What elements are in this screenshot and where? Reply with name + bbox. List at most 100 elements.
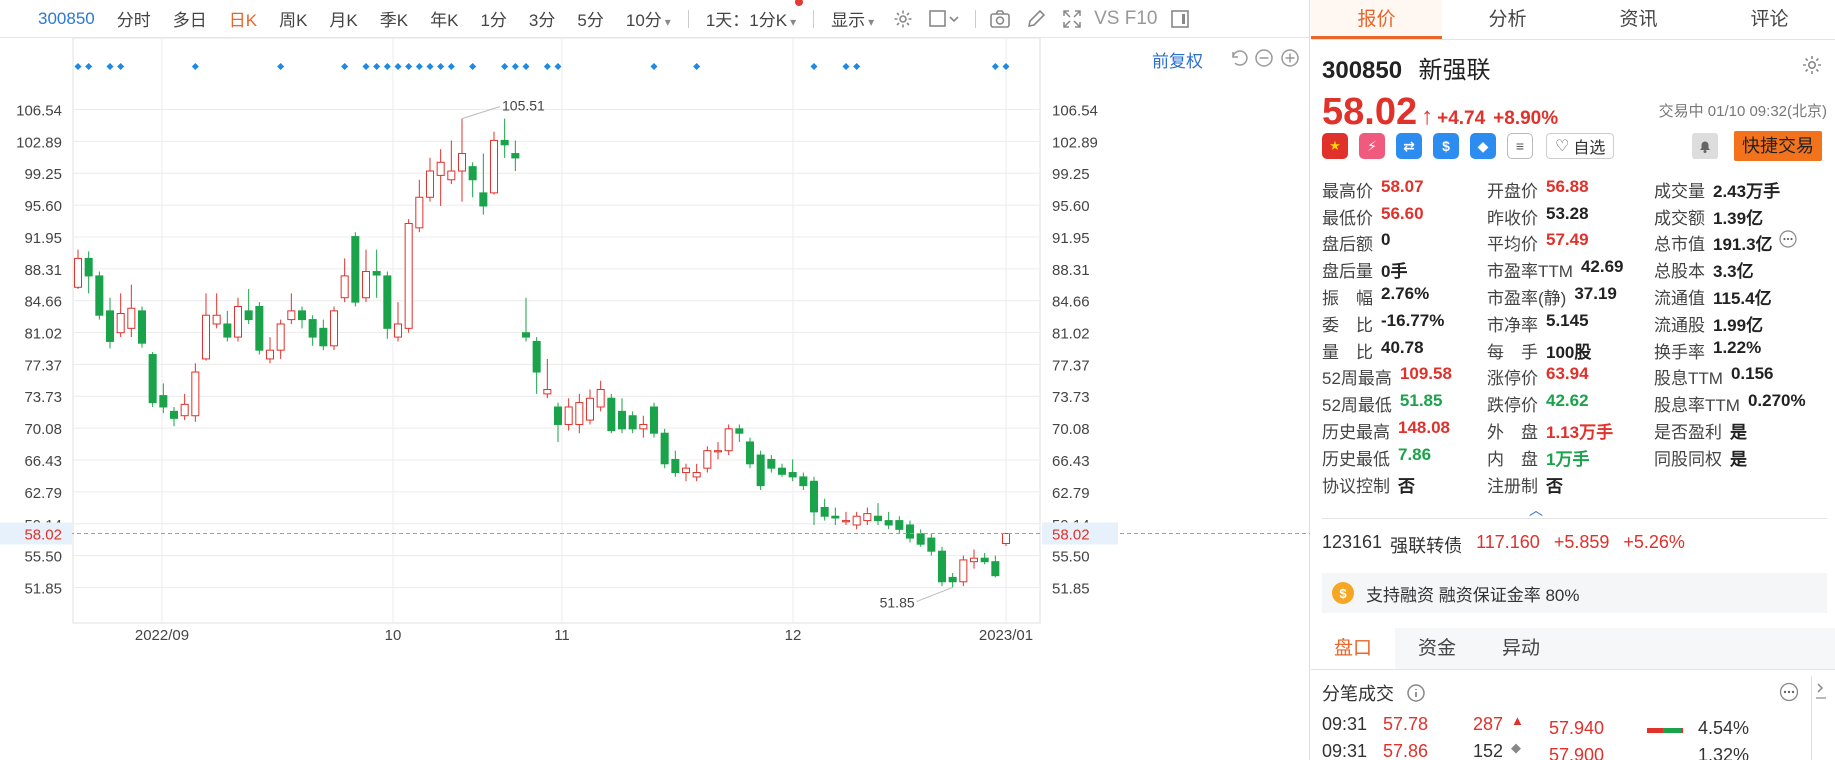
quote-cell: 历史最低 7.86 <box>1322 445 1487 470</box>
plot-frame <box>72 38 1041 624</box>
quote-value: 53.28 <box>1546 203 1589 223</box>
vs-f10-button[interactable]: VS F10 <box>1094 7 1158 29</box>
y-tick-label-right: 66.43 <box>1052 453 1090 470</box>
candle-down <box>319 327 328 347</box>
event-marker <box>543 63 551 70</box>
gear-icon[interactable] <box>1801 54 1823 76</box>
quote-cell: 内 盘 1万手 <box>1487 445 1654 470</box>
pencil-icon[interactable] <box>1025 8 1047 30</box>
tab-news[interactable]: 资讯 <box>1619 9 1658 30</box>
candle-down <box>511 153 520 159</box>
tab-orderbook[interactable]: 盘口 <box>1311 628 1395 669</box>
y-tick-label-right: 95.60 <box>1052 198 1090 215</box>
event-marker <box>362 63 370 70</box>
candle-up <box>329 310 339 347</box>
candle-up <box>585 397 595 421</box>
interval-select[interactable]: 1天：1分K ▾ <box>695 0 807 31</box>
more-options-icon[interactable] <box>1778 230 1797 255</box>
orderbook-tabs: 盘口 资金 异动 <box>1311 628 1835 670</box>
candle-down <box>799 476 808 487</box>
quote-value: 否 <box>1546 476 1563 496</box>
period-tab-10min[interactable]: 10分 ▾ <box>615 6 682 31</box>
quote-value: 0手 <box>1381 262 1408 282</box>
display-select[interactable]: 显示 ▾ <box>820 6 885 31</box>
quote-value: 7.86 <box>1398 444 1432 464</box>
candle-up <box>361 271 371 299</box>
dollar-coin-icon: $ <box>1332 582 1354 604</box>
candle-up <box>287 310 296 321</box>
tab-alerts[interactable]: 异动 <box>1501 638 1540 659</box>
quote-value: 是 <box>1730 449 1747 469</box>
runner-icon[interactable]: ⚡ <box>1359 133 1385 159</box>
restore-rights-button[interactable]: 前复权 <box>1152 52 1203 71</box>
info-icon[interactable] <box>1406 683 1426 703</box>
candle-down <box>169 410 179 419</box>
checkbox-select-icon[interactable] <box>928 8 962 30</box>
tab-funds[interactable]: 资金 <box>1417 638 1456 659</box>
last-price: 58.02 <box>1322 91 1418 133</box>
y-tick-label-right: 77.37 <box>1052 357 1090 374</box>
quote-cell: 外 盘 1.13万手 <box>1487 418 1654 443</box>
tick-scrollbar[interactable] <box>1811 676 1829 760</box>
event-marker <box>554 63 562 70</box>
period-tab-multiday[interactable]: 多日 <box>172 11 207 30</box>
candle-up <box>265 349 275 360</box>
candle-down <box>351 236 360 303</box>
candle-down <box>479 192 488 207</box>
y-tick-label-left: 81.02 <box>24 326 62 343</box>
collapse-caret-icon[interactable]: ︿ <box>1529 502 1543 518</box>
note-icon[interactable]: ≡ <box>1507 133 1533 159</box>
camera-icon[interactable] <box>989 8 1011 30</box>
dollar-icon[interactable]: $ <box>1433 133 1459 159</box>
candle-up <box>233 305 243 338</box>
zoom-in-icon[interactable] <box>1280 48 1300 68</box>
period-tab-monthly-k[interactable]: 月K <box>329 11 358 30</box>
tick-price: 57.78 <box>1383 714 1429 734</box>
current-price-tag-left-bg <box>0 522 72 545</box>
period-tab-3min[interactable]: 3分 <box>528 11 556 30</box>
convertible-bond-row[interactable]: 123161 强联转债 117.160 +5.859 +5.26% <box>1322 532 1685 558</box>
y-tick-label-left: 70.08 <box>24 421 62 438</box>
event-marker <box>383 63 391 70</box>
period-tab-intraday[interactable]: 分时 <box>116 11 151 30</box>
quote-value: 0 <box>1381 230 1391 250</box>
bell-icon[interactable] <box>1692 133 1718 159</box>
period-tab-5min[interactable]: 5分 <box>577 11 604 30</box>
gear-icon[interactable] <box>892 8 914 30</box>
watchlist-button[interactable]: ♡ 自选 <box>1546 133 1615 159</box>
stock-code-link[interactable]: 300850 <box>38 8 95 28</box>
period-tab-quarterly-k[interactable]: 季K <box>379 11 409 30</box>
candle-up <box>457 153 467 172</box>
tab-analysis[interactable]: 分析 <box>1488 9 1527 30</box>
candle-up <box>116 312 125 334</box>
quote-label: 量 比 <box>1322 342 1373 362</box>
quick-trade-button[interactable]: 快捷交易 <box>1734 131 1822 161</box>
tab-comments[interactable]: 评论 <box>1750 9 1789 30</box>
quote-cell: 是否盈利是 <box>1654 418 1827 443</box>
quote-label: 总市值 <box>1654 235 1705 255</box>
candle-down <box>607 397 616 432</box>
side-panel-icon[interactable] <box>1169 8 1191 30</box>
tab-quote[interactable]: 报价 <box>1311 0 1442 39</box>
candle-up <box>404 222 413 329</box>
fullscreen-icon[interactable] <box>1061 8 1083 30</box>
period-tab-yearly-k[interactable]: 年K <box>430 11 459 30</box>
y-tick-label-right: 102.89 <box>1052 134 1098 151</box>
kline-chart[interactable]: 106.54 106.54 102.89 102.89 99.25 99.25 95.60 9… <box>0 38 1310 760</box>
period-tab-weekly-k[interactable]: 周K <box>279 11 308 30</box>
period-tab-daily-k[interactable]: 日K <box>228 11 258 30</box>
y-tick-label-right: 106.54 <box>1052 102 1098 119</box>
zoom-out-icon[interactable] <box>1254 48 1274 68</box>
quote-cell: 总股本 3.3亿 <box>1654 257 1827 282</box>
period-tab-1min[interactable]: 1分 <box>480 11 507 30</box>
tag-icon[interactable]: ◆ <box>1470 133 1496 159</box>
price-change: +4.74 <box>1437 108 1486 129</box>
candle-up <box>596 389 605 408</box>
quote-cell: 流通股 1.99亿 <box>1654 311 1827 336</box>
tick-volume: 152 <box>1473 741 1504 760</box>
more-options-icon[interactable] <box>1779 682 1799 707</box>
tick-price-level: 57.900 <box>1549 745 1605 760</box>
undo-icon[interactable] <box>1228 48 1248 68</box>
shuffle-icon[interactable]: ⇄ <box>1396 133 1422 159</box>
event-marker <box>117 63 125 70</box>
